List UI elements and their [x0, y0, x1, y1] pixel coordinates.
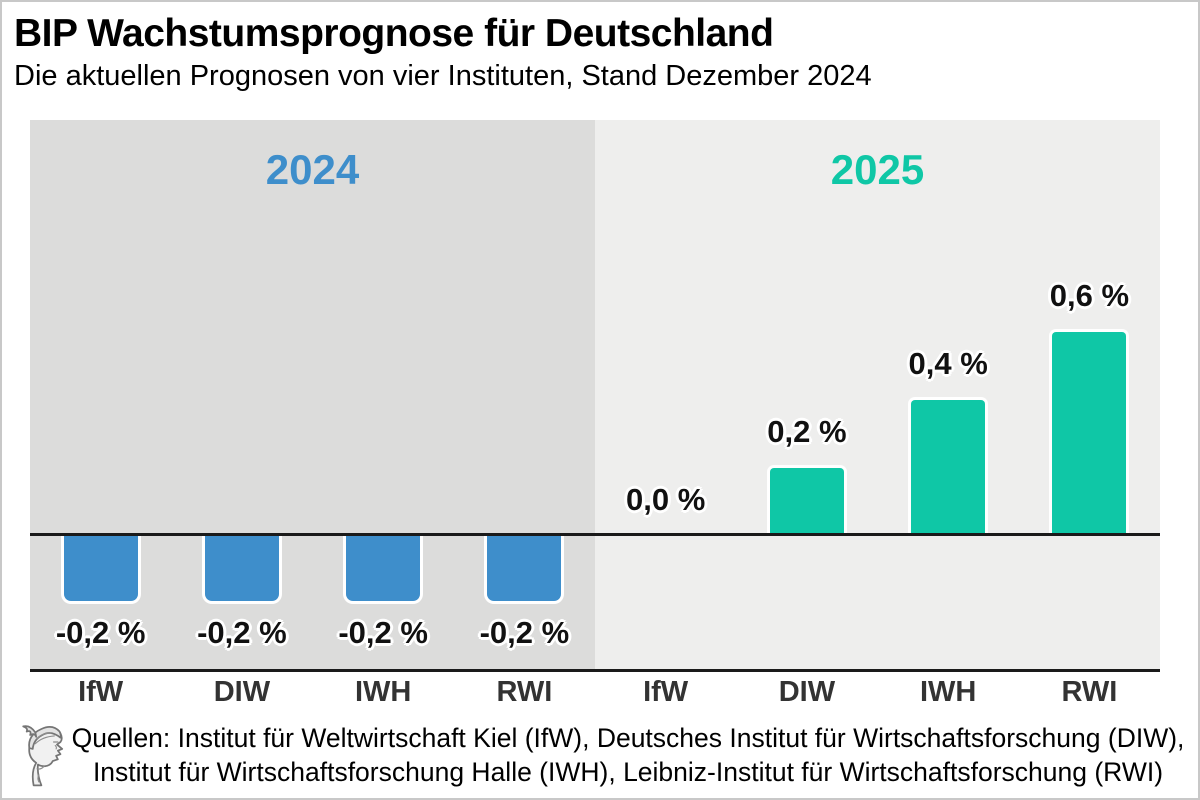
x-axis-line [30, 669, 1160, 672]
source-line-2: Institut für Wirtschaftsforschung Halle … [92, 757, 1164, 787]
hermes-head-logo [22, 725, 64, 787]
bar-value-label: 0,0 % [625, 482, 706, 517]
panel-year-label: 2025 [830, 146, 925, 193]
source-text: Quellen: Institut für Weltwirtschaft Kie… [70, 721, 1186, 789]
bar-value-label: 0,2 % [767, 414, 847, 449]
x-tick-label: RWI [496, 676, 553, 708]
x-tick-label: IWH [354, 676, 412, 708]
x-axis-ticks: IfW DIW IWH RWI IfW DIW IWH RWI [30, 676, 1160, 710]
panel-year-label: 2024 [265, 146, 360, 193]
bar [484, 536, 565, 604]
bar [60, 536, 141, 604]
bar [908, 397, 989, 533]
bar [201, 536, 282, 604]
bar-value-label: -0,2 % [479, 615, 570, 650]
x-tick-label: IWH [919, 676, 977, 708]
x-tick-label: DIW [213, 676, 271, 708]
bar-value-label: -0,2 % [55, 615, 146, 650]
plot-area: 2025 2024 -0,2 % -0,2 % -0,2 % -0,2 % 0,0 % 0,… [30, 120, 1160, 672]
x-tick-label: RWI [1061, 676, 1118, 708]
bar-value-label: -0,2 % [338, 615, 428, 650]
bar [766, 465, 847, 533]
page-title: BIP Wachstumsprognose für Deutschland [14, 12, 774, 55]
page-subtitle: Die aktuellen Prognosen von vier Institu… [14, 60, 872, 92]
bar-value-label: 0,4 % [908, 346, 988, 381]
bar-value-label: -0,2 % [197, 615, 287, 650]
bar [1049, 329, 1130, 533]
zero-baseline [30, 533, 1160, 536]
x-tick-label: IfW [643, 676, 689, 708]
footer: Quellen: Institut für Weltwirtschaft Kie… [18, 718, 1186, 792]
x-tick-label: IfW [78, 676, 124, 708]
bar-value-label: 0,6 % [1049, 278, 1130, 313]
source-line-1: Quellen: Institut für Weltwirtschaft Kie… [71, 723, 1185, 753]
x-tick-label: DIW [778, 676, 836, 708]
bar [343, 536, 424, 604]
